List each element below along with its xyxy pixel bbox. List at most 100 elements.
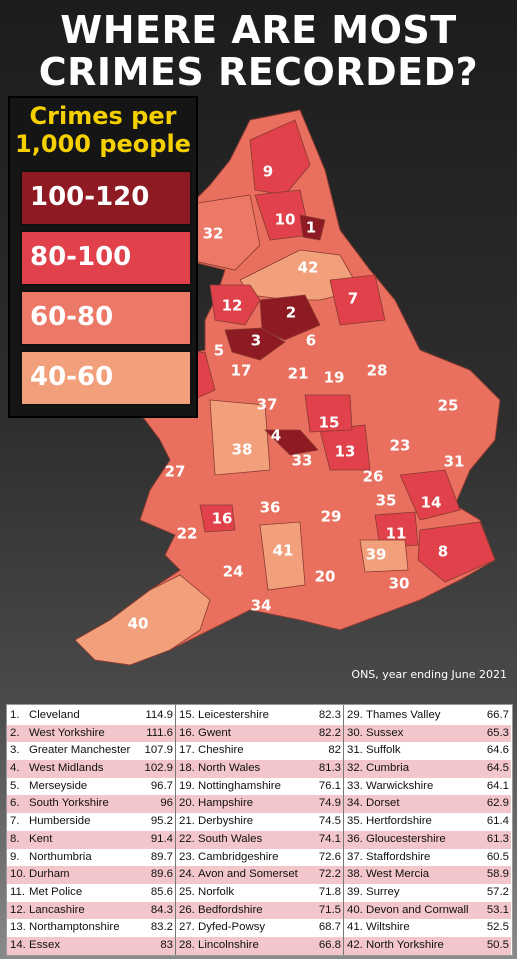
row-rank: 23. (179, 850, 195, 863)
row-area-name: North Wales (198, 762, 261, 775)
row-area-name: Lincolnshire (198, 938, 259, 951)
row-rank: 11. (10, 885, 25, 898)
row-area-name: Kent (29, 832, 53, 845)
table-row: 9. Northumbria 89.7 (7, 849, 175, 867)
region-cleveland (299, 214, 326, 241)
row-area-name: Thames Valley (366, 709, 441, 721)
map-region-number: 26 (363, 468, 384, 486)
table-row: 16. Gwent 82.2 (176, 724, 343, 743)
row-rank: 5. (10, 779, 20, 792)
row-area-name: Staffordshire (366, 850, 431, 863)
table-row: 24. Avon and Somerset 72.2 (176, 866, 343, 884)
row-area-name: Cambridgeshire (198, 850, 279, 863)
row-rank: 21. (179, 815, 195, 828)
map-region-number: 7 (348, 290, 358, 308)
map-region-number: 31 (444, 453, 465, 471)
legend-title-line-2: 1,000 people (15, 130, 191, 158)
row-rank: 28. (179, 938, 195, 951)
map-region-number: 20 (315, 568, 336, 586)
row-rank: 16. (179, 726, 195, 739)
legend-band-1: 100-120 (20, 170, 192, 226)
row-area-name: Dorset (366, 797, 400, 810)
map-region-number: 42 (298, 259, 319, 277)
row-value: 64.5 (486, 762, 509, 775)
row-area-name: Surrey (366, 885, 400, 898)
row-area-name: Lancashire (29, 903, 85, 916)
row-rank: 8. (10, 832, 20, 845)
row-area-name: Met Police (29, 885, 83, 898)
map-region-number: 35 (376, 492, 397, 510)
row-rank: 9. (10, 850, 20, 863)
row-rank: 31. (347, 744, 363, 757)
ranking-column-3: 29. Thames Valley 66.7 30. Sussex 65.3 31. Suff… (344, 707, 511, 955)
row-area-name: Devon and Cornwall (366, 903, 469, 916)
row-value: 76.1 (318, 779, 341, 792)
row-rank: 7. (10, 815, 20, 828)
map-region-number: 28 (367, 362, 388, 380)
region-surrey (359, 539, 409, 573)
row-rank: 42. (347, 938, 363, 951)
table-row: 28. Lincolnshire 66.8 (176, 936, 343, 955)
row-area-name: Northamptonshire (29, 921, 120, 934)
legend-band-3: 60-80 (20, 290, 192, 346)
row-value: 66.8 (318, 938, 341, 951)
map-region-number: 33 (292, 452, 313, 470)
row-value: 74.5 (318, 815, 341, 828)
map-region-number: 39 (366, 546, 387, 564)
map-region-number: 41 (273, 542, 294, 560)
region-lancashire (209, 284, 261, 326)
row-area-name: Hertfordshire (366, 815, 432, 828)
row-value: 58.9 (486, 868, 509, 881)
table-row: 38. West Mercia 58.9 (344, 866, 511, 884)
row-value: 114.9 (145, 709, 173, 721)
row-value: 85.6 (150, 885, 173, 898)
row-value: 111.6 (146, 726, 173, 739)
region-west-yorkshire (259, 294, 321, 341)
row-rank: 39. (347, 885, 363, 898)
row-area-name: Greater Manchester (29, 744, 131, 757)
map-region-number: 32 (203, 225, 224, 243)
row-value: 64.1 (486, 779, 509, 792)
row-rank: 36. (347, 832, 363, 845)
row-area-name: South Yorkshire (29, 797, 109, 810)
row-value: 82 (328, 744, 341, 757)
row-area-name: South Wales (198, 832, 263, 845)
legend-band-4: 40-60 (20, 350, 192, 406)
region-leicestershire (304, 394, 353, 433)
row-rank: 12. (10, 903, 26, 916)
map-region-number: 29 (321, 508, 342, 526)
row-rank: 6. (10, 797, 20, 810)
row-area-name: West Midlands (29, 762, 104, 775)
map-region-number: 6 (306, 332, 316, 350)
table-row: 40. Devon and Cornwall 53.1 (344, 901, 511, 920)
map-region-number: 30 (389, 575, 410, 593)
map-region-number: 24 (223, 563, 244, 581)
row-rank: 19. (179, 779, 195, 792)
row-area-name: Cheshire (198, 744, 244, 757)
map-region-number: 9 (263, 163, 273, 181)
region-greater-manchester (224, 327, 286, 361)
row-rank: 27. (179, 921, 195, 934)
map-region-number: 37 (257, 396, 278, 414)
map-label-group: 1234567891011121314151617181920212223242… (128, 163, 465, 633)
row-value: 53.1 (486, 903, 509, 916)
row-value: 68.7 (318, 921, 341, 934)
region-devon-cornwall (74, 574, 211, 666)
map-region-number: 13 (335, 443, 356, 461)
row-area-name: Essex (29, 938, 61, 951)
map-region-number: 4 (271, 427, 281, 445)
row-value: 89.7 (150, 850, 173, 863)
row-value: 82.2 (318, 726, 341, 739)
table-row: 26. Bedfordshire 71.5 (176, 901, 343, 920)
row-area-name: Wiltshire (366, 921, 410, 934)
row-area-name: Durham (29, 868, 70, 881)
table-row: 4. West Midlands 102.9 (7, 760, 175, 778)
table-row: 17. Cheshire 82 (176, 742, 343, 760)
row-value: 57.2 (486, 885, 509, 898)
row-area-name: Suffolk (366, 744, 401, 757)
row-area-name: Northumbria (29, 850, 92, 863)
ranking-column-1: 1. Cleveland 114.9 2. West Yorkshire 111.6 3. G… (7, 707, 175, 955)
ranking-table: 1. Cleveland 114.9 2. West Yorkshire 111.6 3. G… (6, 704, 513, 956)
row-value: 71.8 (318, 885, 341, 898)
